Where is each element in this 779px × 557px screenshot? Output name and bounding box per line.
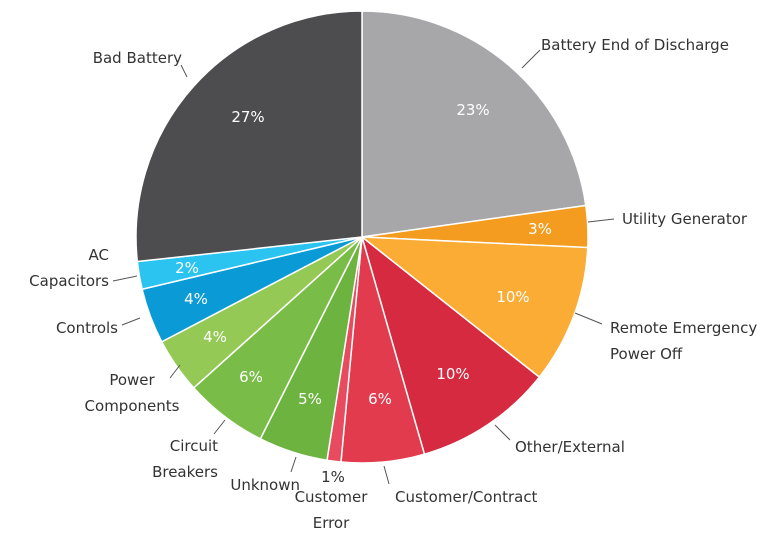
value-label: 6% xyxy=(368,390,392,408)
value-label: 6% xyxy=(239,368,263,386)
pie-slice xyxy=(359,236,589,379)
leader-line xyxy=(213,419,226,435)
leader-line xyxy=(112,275,138,282)
value-label: 5% xyxy=(298,390,322,408)
slice-label: Controls xyxy=(55,319,118,337)
leader-line xyxy=(383,465,390,485)
slice-label: Circuit Breakers xyxy=(152,437,218,481)
leader-line xyxy=(574,312,603,325)
value-label: 10% xyxy=(496,288,530,306)
slice-label: Bad Battery xyxy=(92,49,182,67)
value-label: 10% xyxy=(436,365,470,383)
leader-line xyxy=(587,218,615,223)
slice-label: Remote Emergency Power Off xyxy=(610,319,758,363)
value-label: 1% xyxy=(321,468,345,486)
leader-line xyxy=(121,317,141,326)
slice-label: Other/External xyxy=(515,438,625,456)
value-label: 27% xyxy=(231,108,265,126)
slice-label: Power Components xyxy=(84,371,180,415)
pie-slice xyxy=(135,10,363,263)
value-label: 3% xyxy=(528,220,552,238)
value-label: 4% xyxy=(184,290,208,308)
leader-line xyxy=(290,456,297,473)
leader-line xyxy=(169,364,181,379)
slice-label: Battery End of Discharge xyxy=(541,36,729,54)
leader-line xyxy=(521,49,541,69)
slice-label: Utility Generator xyxy=(622,210,748,228)
leader-line xyxy=(494,424,511,441)
value-label: 23% xyxy=(456,101,490,119)
pie-slice xyxy=(360,234,541,456)
value-label: 4% xyxy=(203,328,227,346)
slice-label: Customer/Contract xyxy=(395,488,538,506)
leader-line xyxy=(180,64,188,78)
pie-slice xyxy=(361,10,587,238)
slice-label: Unknown xyxy=(230,476,300,494)
slice-label: Customer Error xyxy=(294,488,368,532)
value-label: 2% xyxy=(175,259,199,277)
slice-label: AC Capacitors xyxy=(29,246,109,290)
